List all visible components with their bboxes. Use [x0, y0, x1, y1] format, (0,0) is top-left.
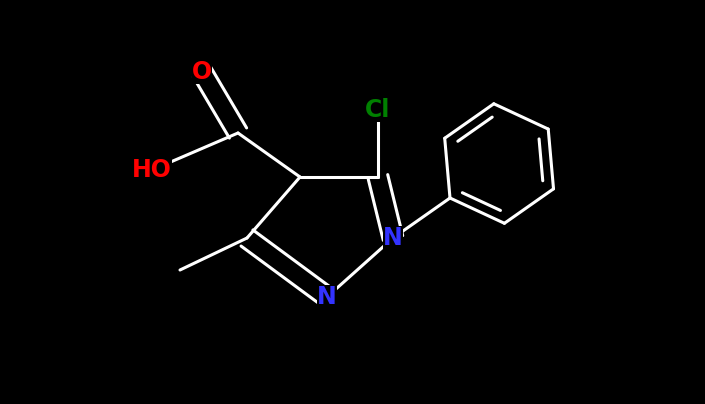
Text: N: N [317, 285, 337, 309]
Text: N: N [383, 226, 403, 250]
Text: Cl: Cl [365, 98, 391, 122]
Text: HO: HO [132, 158, 172, 182]
Text: O: O [192, 60, 212, 84]
